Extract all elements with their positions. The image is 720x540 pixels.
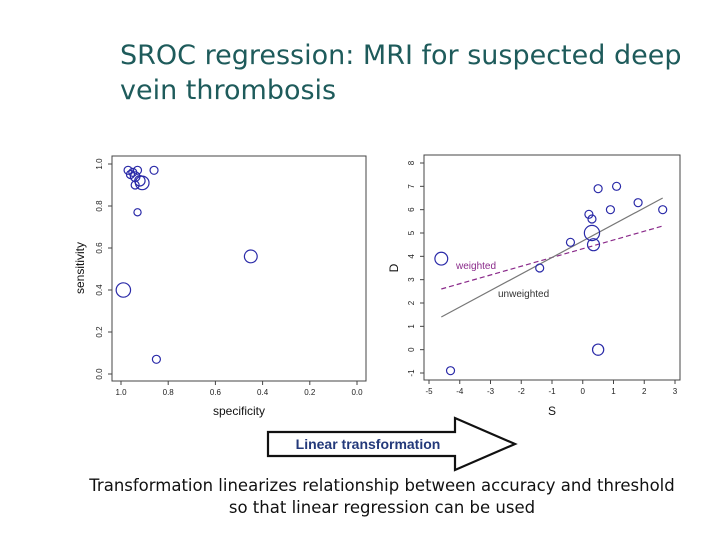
y-tick-label: 0.8	[95, 200, 104, 212]
data-point	[583, 224, 601, 242]
data-point	[565, 237, 576, 247]
caption-line-1: Transformation linearizes relationship b…	[89, 476, 675, 495]
x-tick-label: -4	[456, 387, 464, 396]
y-tick-label: 0	[407, 347, 416, 352]
x-tick-label: -3	[487, 387, 495, 396]
y-tick-label: 1.0	[95, 158, 104, 170]
y-tick-label: 5	[407, 230, 416, 235]
x-tick-label: 1	[611, 387, 616, 396]
data-point	[132, 165, 143, 175]
right-y-label: D	[387, 263, 401, 272]
x-tick-label: 0.0	[351, 388, 363, 397]
arrow-shape	[266, 416, 518, 472]
slide-caption: Transformation linearizes relationship b…	[60, 475, 704, 519]
data-point	[130, 180, 140, 190]
right-y-axis: -1 0 1 2 3 4 5 6 7 8	[407, 160, 424, 377]
x-tick-label: 2	[642, 387, 647, 396]
y-tick-label: 0.2	[95, 326, 104, 338]
y-tick-label: 0.6	[95, 242, 104, 254]
slide-title: SROC regression: MRI for suspected deep …	[120, 40, 682, 106]
left-plot-frame	[111, 155, 367, 382]
data-point	[134, 175, 150, 191]
linear-transformation-arrow: Linear transformation	[266, 416, 518, 472]
data-point	[587, 214, 597, 224]
data-point	[611, 181, 622, 191]
x-tick-label: 3	[673, 387, 678, 396]
x-tick-label: 0.8	[163, 388, 175, 397]
right-regression-lines	[441, 197, 663, 318]
data-point	[445, 366, 456, 376]
data-point	[591, 343, 605, 356]
data-point	[658, 205, 668, 215]
weighted-line-label: weighted	[455, 261, 496, 272]
y-tick-label: 0.0	[95, 368, 104, 380]
y-tick-label: 4	[407, 254, 416, 259]
data-point	[149, 165, 159, 175]
data-point	[133, 208, 142, 217]
x-tick-label: -1	[548, 387, 556, 396]
data-point	[633, 198, 643, 208]
data-point	[535, 263, 545, 273]
y-tick-label: 7	[407, 184, 416, 189]
left-points	[115, 165, 258, 364]
caption-line-2: so that linear regression can be used	[228, 498, 536, 517]
y-tick-label: 8	[407, 160, 416, 165]
data-point	[115, 282, 132, 298]
x-tick-label: 1.0	[115, 388, 127, 397]
x-tick-label: 0.2	[304, 388, 316, 397]
y-tick-label: 1	[407, 324, 416, 329]
y-tick-label: 2	[407, 300, 416, 305]
data-point	[605, 205, 616, 215]
arrow-label: Linear transformation	[296, 436, 441, 452]
right-points	[434, 181, 668, 376]
data-point	[584, 209, 594, 219]
left-x-axis: 1.0 0.8 0.6 0.4 0.2 0.0	[115, 381, 363, 397]
unweighted-line-label: unweighted	[498, 289, 549, 300]
data-point	[586, 238, 601, 252]
x-tick-label: -5	[425, 387, 433, 396]
y-tick-label: 3	[407, 277, 416, 282]
x-tick-label: 0.4	[257, 388, 269, 397]
y-tick-label: -1	[407, 369, 416, 377]
data-point	[243, 249, 258, 264]
data-point	[434, 251, 449, 266]
chart-left: 1.0 0.8 0.6 0.4 0.2 0.0 0.0 0.2 0.4 0.6 0.8 1.0 sp…	[73, 155, 367, 418]
right-x-label: S	[548, 404, 556, 418]
data-point	[151, 354, 161, 364]
left-y-label: sensitivity	[73, 242, 87, 294]
data-point	[593, 184, 603, 194]
chart-right: -5 -4 -3 -2 -1 0 1 2 3 -1 0 1 2 3 4 5 6 7 8 weighted unwe…	[387, 154, 681, 418]
y-tick-label: 0.4	[95, 284, 104, 296]
left-y-axis: 0.0 0.2 0.4 0.6 0.8 1.0	[95, 158, 112, 380]
left-x-label: specificity	[213, 404, 265, 418]
x-tick-label: 0.6	[210, 388, 222, 397]
right-x-axis: -5 -4 -3 -2 -1 0 1 2 3	[425, 380, 678, 396]
x-tick-label: -2	[518, 387, 526, 396]
x-tick-label: 0	[581, 387, 586, 396]
y-tick-label: 6	[407, 207, 416, 212]
unweighted-regression-line	[441, 197, 663, 318]
